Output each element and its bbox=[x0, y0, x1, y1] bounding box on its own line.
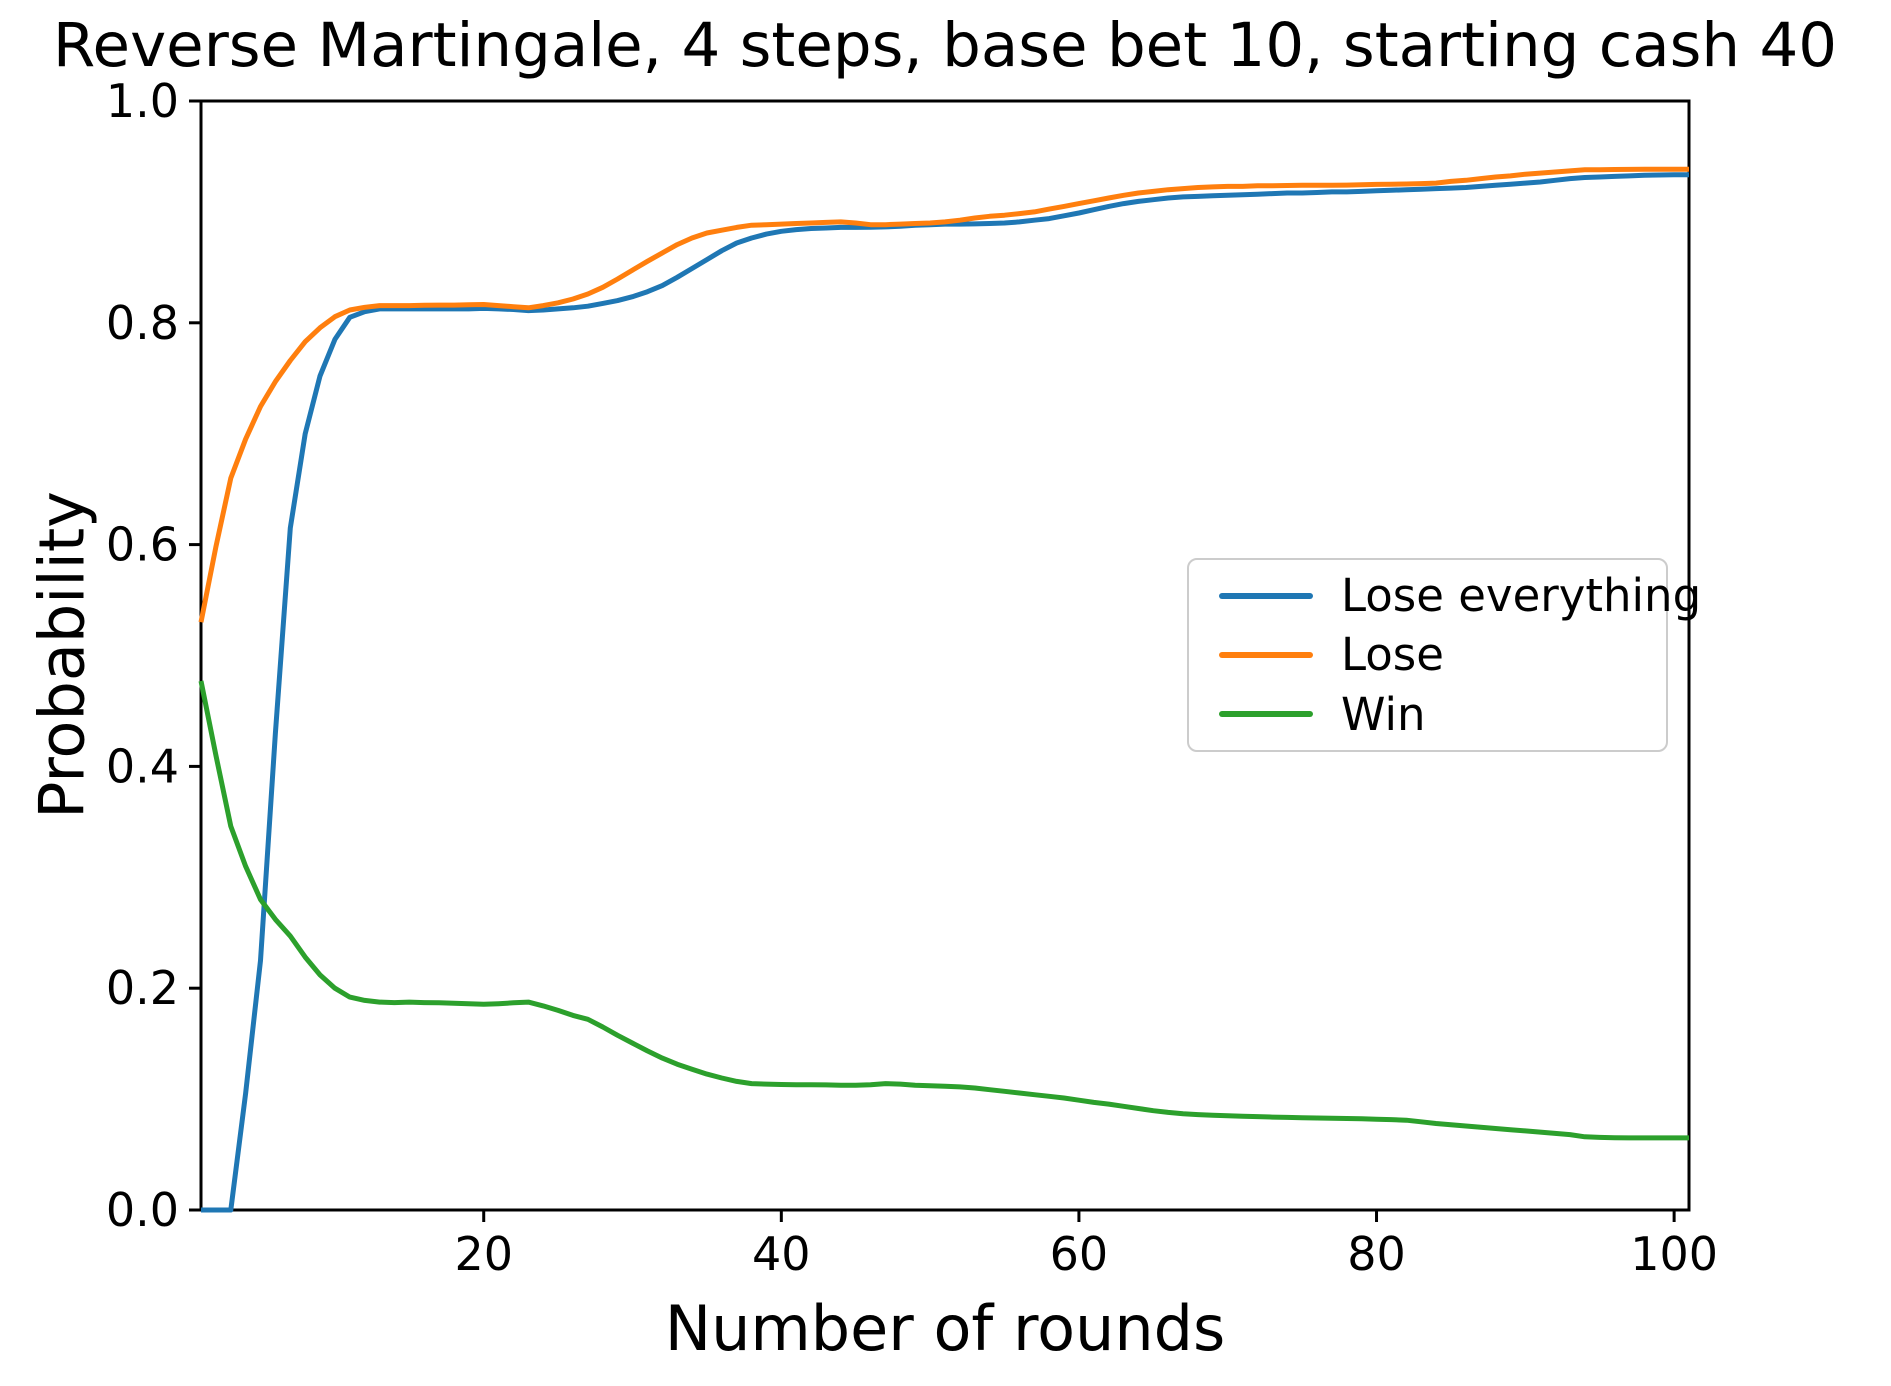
win-line bbox=[198, 680, 1689, 1141]
axes-spines bbox=[199, 99, 1691, 1212]
chart-title: Reverse Martingale, 4 steps, base bet 10… bbox=[52, 10, 1838, 81]
x-tick-label-20: 20 bbox=[454, 1227, 513, 1281]
lose-everything-line-swatch bbox=[1219, 592, 1313, 599]
x-tick-label-80: 80 bbox=[1347, 1227, 1406, 1281]
lose-line-swatch bbox=[1219, 651, 1313, 658]
x-tick-label-60: 60 bbox=[1050, 1227, 1109, 1281]
y-tick-label-0.2: 0.2 bbox=[106, 961, 179, 1015]
win-line-swatch bbox=[1219, 711, 1313, 718]
y-axis-label: Probability bbox=[25, 491, 99, 819]
legend-item-lose-everything: Lose everything bbox=[1207, 566, 1701, 625]
legend: Lose everything Lose Win bbox=[1187, 558, 1701, 752]
legend-label-lose: Lose bbox=[1341, 628, 1444, 682]
legend-item-win: Win bbox=[1207, 685, 1648, 744]
y-tick-label-1.0: 1.0 bbox=[106, 74, 179, 128]
x-tick-label-40: 40 bbox=[752, 1227, 811, 1281]
y-tick-label-0.4: 0.4 bbox=[106, 739, 179, 793]
y-tick-label-0.8: 0.8 bbox=[106, 296, 179, 350]
x-axis-label: Number of rounds bbox=[664, 1292, 1226, 1365]
legend-label-win: Win bbox=[1341, 687, 1426, 741]
legend-item-lose: Lose bbox=[1207, 625, 1648, 684]
y-tick-label-0.0: 0.0 bbox=[106, 1183, 179, 1237]
y-tick-label-0.6: 0.6 bbox=[106, 518, 179, 572]
lose-line bbox=[198, 166, 1689, 623]
x-tick-label-100: 100 bbox=[1630, 1227, 1718, 1281]
legend-label-lose-everything: Lose everything bbox=[1341, 569, 1702, 623]
